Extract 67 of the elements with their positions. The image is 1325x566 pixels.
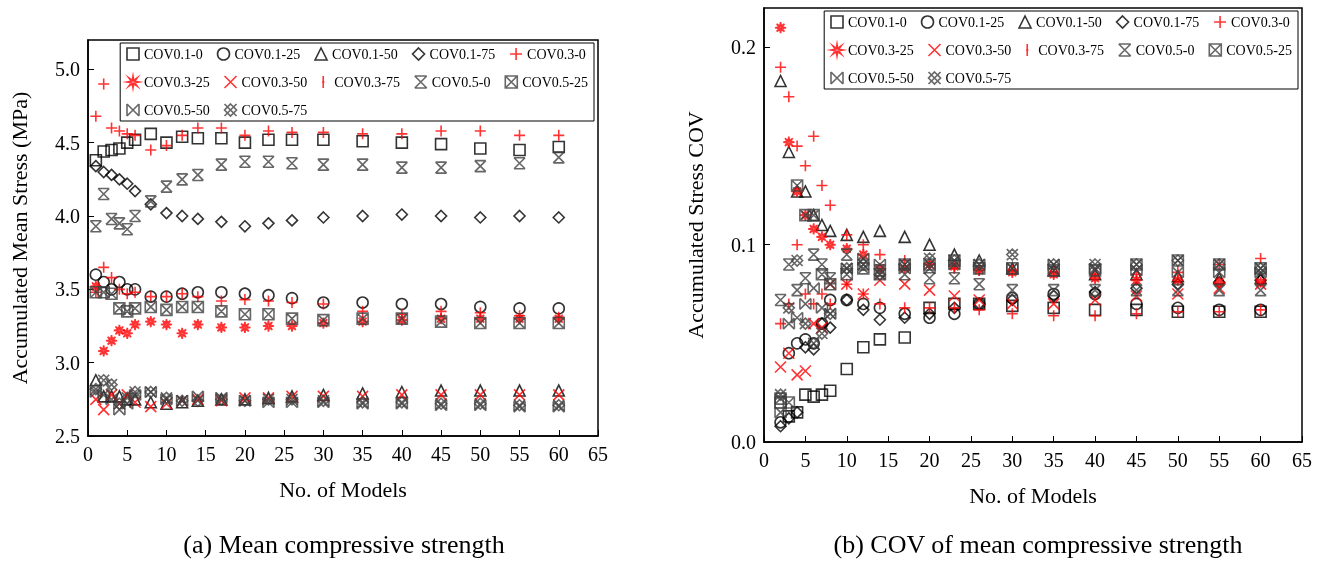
x-axis-title: No. of Models: [279, 476, 407, 502]
x-tick-label: 0: [83, 443, 93, 465]
legend-label: COV0.3-25: [144, 74, 210, 90]
y-axis-title: Accumulated Mean Stress (MPa): [6, 91, 32, 385]
legend-label: COV0.1-0: [848, 14, 907, 30]
x-tick-label: 45: [431, 443, 452, 465]
legend-label: COV0.5-50: [144, 102, 210, 118]
y-tick-label: 2.5: [55, 425, 80, 447]
x-tick-label: 5: [800, 449, 811, 471]
x-tick-label: 50: [470, 443, 491, 465]
x-tick-label: 55: [509, 443, 530, 465]
y-tick-label: 5.0: [55, 58, 80, 81]
y-tick-label: 4.0: [55, 205, 80, 227]
legend-label: COV0.1-25: [234, 46, 301, 62]
x-tick-label: 40: [1085, 449, 1106, 471]
x-tick-label: 15: [878, 449, 899, 471]
x-tick-label: 30: [1002, 449, 1023, 471]
x-tick-label: 10: [836, 449, 857, 471]
x-tick-label: 50: [1167, 449, 1188, 471]
x-axis-title: No. of Models: [969, 482, 1097, 508]
x-tick-label: 65: [588, 443, 608, 465]
x-tick-label: 30: [313, 443, 334, 465]
x-tick-label: 35: [352, 443, 373, 465]
legend-label: COV0.3-0: [1231, 14, 1290, 30]
y-axis-title: Accumulated Stress COV: [682, 111, 708, 339]
text: (a) Mean compressive strength: [183, 529, 505, 559]
legend-label: COV0.3-50: [945, 42, 1012, 58]
text: (b) COV of mean compressive strength: [833, 529, 1243, 559]
x-tick-label: 20: [919, 449, 940, 471]
x-tick-label: 0: [759, 449, 769, 471]
legend-label: COV0.5-50: [848, 70, 914, 86]
legend-label: COV0.5-25: [522, 74, 589, 90]
y-tick-label: 3.5: [55, 278, 80, 301]
x-tick-label: 10: [156, 443, 177, 465]
x-tick-label: 15: [195, 443, 216, 465]
x-tick-label: 25: [960, 449, 981, 471]
legend-label: COV0.3-50: [241, 74, 308, 90]
legend-label: COV0.3-75: [334, 74, 400, 90]
y-tick-label: 4.5: [55, 131, 80, 154]
legend-label: COV0.1-75: [1133, 14, 1200, 30]
legend-label: COV0.5-0: [431, 74, 491, 90]
x-tick-label: 35: [1043, 449, 1064, 471]
x-tick-label: 20: [234, 443, 255, 465]
x-tick-label: 45: [1126, 449, 1147, 471]
legend-label: COV0.1-25: [938, 14, 1005, 30]
legend-label: COV0.1-0: [144, 46, 203, 62]
legend-label: COV0.3-0: [527, 46, 586, 62]
legend-label: COV0.1-50: [332, 46, 398, 62]
legend-label: COV0.5-75: [945, 70, 1012, 86]
x-tick-label: 5: [122, 443, 133, 465]
y-tick-label: 0.0: [731, 431, 756, 453]
legend-label: COV0.3-75: [1038, 42, 1104, 58]
legend-label: COV0.1-50: [1036, 14, 1102, 30]
x-tick-label: 65: [1292, 449, 1312, 471]
x-tick-label: 60: [1250, 449, 1271, 471]
y-tick-label: 3.0: [55, 351, 80, 374]
legend-label: COV0.3-25: [848, 42, 914, 58]
x-tick-label: 40: [391, 443, 412, 465]
y-tick-label: 0.1: [731, 233, 756, 256]
x-tick-label: 25: [274, 443, 295, 465]
legend-label: COV0.5-25: [1226, 42, 1293, 58]
legend-label: COV0.1-75: [429, 46, 496, 62]
legend-label: COV0.5-0: [1135, 42, 1195, 58]
x-tick-label: 60: [548, 443, 569, 465]
legend-label: COV0.5-75: [241, 102, 308, 118]
y-tick-label: 0.2: [731, 36, 756, 59]
x-tick-label: 55: [1209, 449, 1230, 471]
